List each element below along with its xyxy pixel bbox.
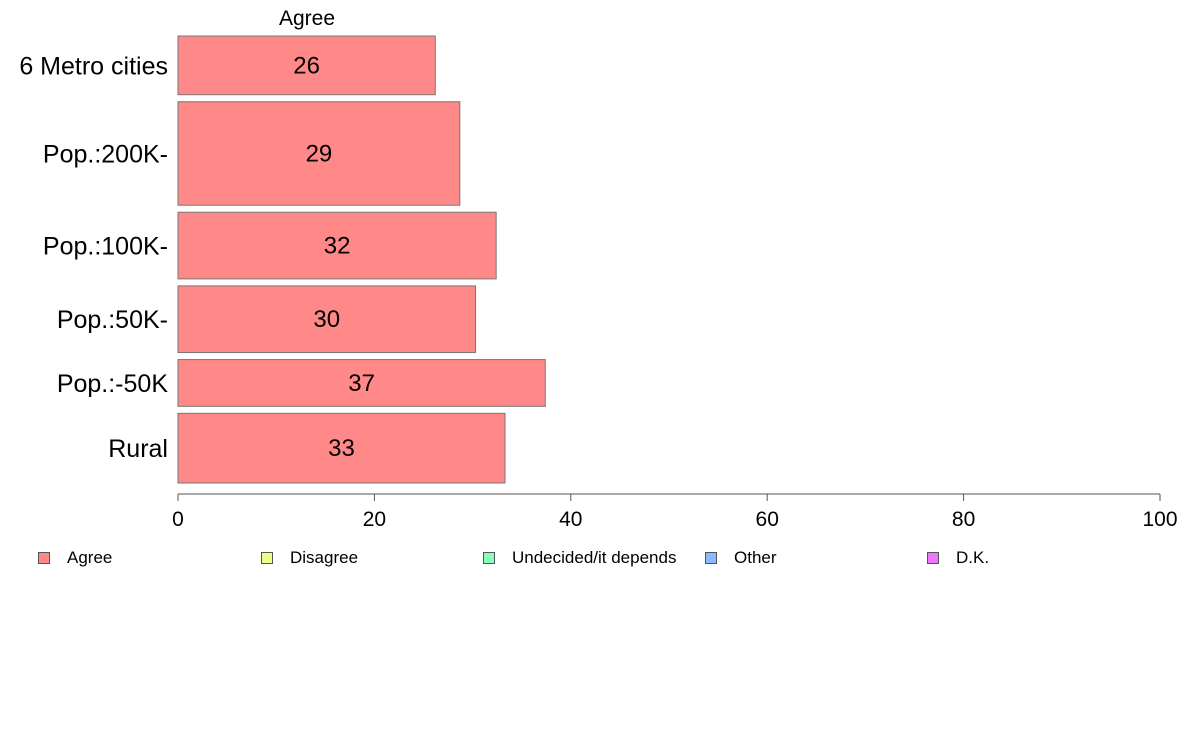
- legend-label-undecided: Undecided/it depends: [512, 548, 677, 567]
- legend-label-other: Other: [734, 548, 777, 567]
- legend-item-other: Other: [705, 548, 777, 568]
- x-tick-label-20: 20: [363, 508, 386, 531]
- category-label-pop-50k: Pop.:50K-: [57, 306, 168, 334]
- data-label-rural: 33: [328, 435, 355, 462]
- legend-swatch-other: [705, 552, 717, 564]
- legend-label-dk: D.K.: [956, 548, 990, 567]
- x-tick-label-40: 40: [559, 508, 582, 531]
- legend-swatch-agree: [38, 552, 50, 564]
- category-label-6-metro-cities: 6 Metro cities: [19, 52, 168, 80]
- data-label-6-metro-cities: 26: [293, 52, 320, 79]
- bars-group: 26 6 Metro cities 29 Pop.:200K- 32 Pop.:100K-…: [19, 35, 546, 484]
- bar-pop-200k: [177, 101, 461, 206]
- legend: Agree Disagree Undecided/it depends Othe…: [0, 548, 1188, 570]
- data-label-pop-200k: 29: [306, 140, 333, 167]
- legend-swatch-dk: [927, 552, 939, 564]
- legend-swatch-disagree: [261, 552, 273, 564]
- x-tick-label-80: 80: [952, 508, 975, 531]
- x-tick-label-60: 60: [756, 508, 779, 531]
- category-label-pop-50k: Pop.:-50K: [57, 370, 169, 398]
- data-label-pop-50k: 37: [348, 370, 375, 397]
- x-tick-label-0: 0: [172, 508, 184, 531]
- bar-rural: [177, 412, 506, 484]
- category-label-rural: Rural: [108, 435, 168, 463]
- data-label-pop-100k: 32: [324, 233, 351, 260]
- bar-6-metro-cities: [177, 35, 436, 96]
- bar-pop-100k: [177, 211, 497, 280]
- legend-item-disagree: Disagree: [261, 548, 358, 568]
- bar-pop-50k: [177, 359, 546, 407]
- legend-label-agree: Agree: [67, 548, 113, 567]
- legend-item-undecided: Undecided/it depends: [483, 548, 676, 568]
- bar-pop-50k: [177, 285, 477, 354]
- legend-swatch-undecided: [483, 552, 495, 564]
- legend-label-disagree: Disagree: [290, 548, 359, 567]
- x-axis: 0 20 40 60 80 100: [172, 493, 1178, 531]
- data-label-pop-50k: 30: [313, 306, 340, 333]
- category-label-pop-100k: Pop.:100K-: [43, 233, 168, 261]
- legend-item-dk: D.K.: [927, 548, 989, 568]
- chart-title: Agree: [279, 7, 335, 30]
- category-label-pop-200k: Pop.:200K-: [43, 140, 168, 168]
- x-tick-label-100: 100: [1142, 508, 1177, 531]
- legend-item-agree: Agree: [38, 548, 112, 568]
